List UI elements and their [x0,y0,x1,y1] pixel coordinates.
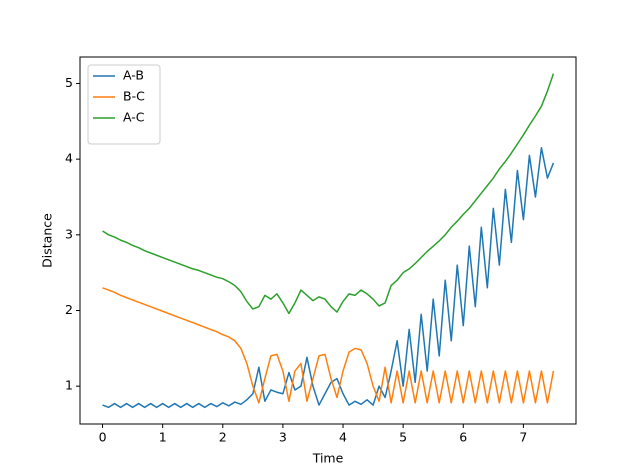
x-tick-label: 7 [519,430,527,445]
legend-box [87,64,161,145]
series-line [102,147,555,409]
y-axis-label: Distance [40,213,55,268]
x-axis-label: Time [312,451,344,466]
legend-label: A-C [123,110,145,125]
x-tick-label: 6 [459,430,467,445]
legend-label: A-B [123,68,144,83]
x-tick-label: 0 [99,430,107,445]
y-tick-label: 1 [65,378,73,393]
y-tick-label: 4 [65,151,73,166]
x-tick-label: 4 [339,430,347,445]
y-tick-label: 3 [65,226,73,241]
x-tick-label: 1 [159,430,167,445]
y-tick-label: 2 [65,302,73,317]
x-tick-label: 3 [279,430,287,445]
legend-label: B-C [123,89,145,104]
plot-frame [79,56,577,425]
x-tick-label: 2 [219,430,227,445]
y-tick-label: 5 [65,75,73,90]
series-line [102,73,555,315]
series-line [102,287,555,404]
x-tick-label: 5 [399,430,407,445]
